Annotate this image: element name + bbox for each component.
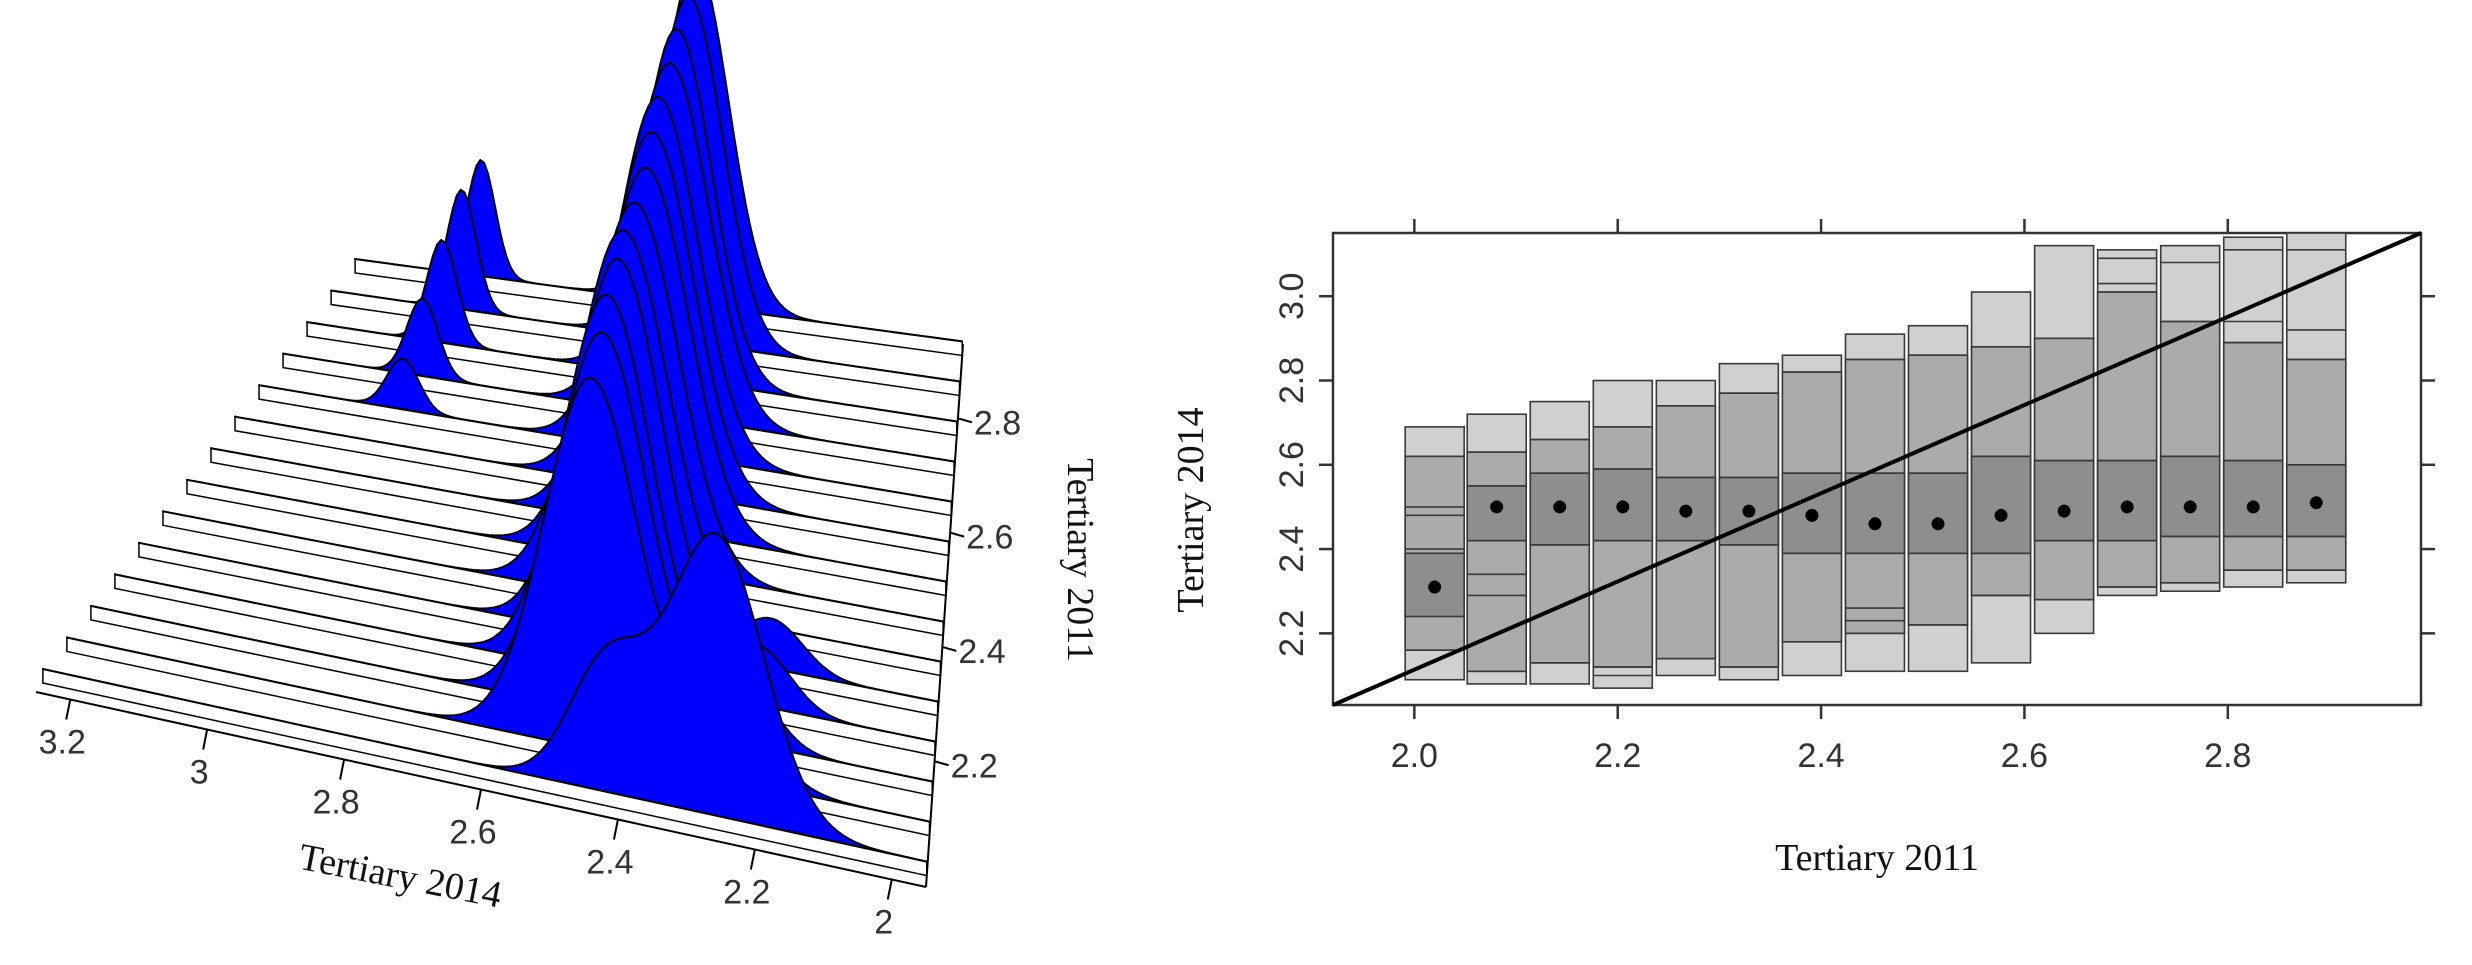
ridge-x-tick-mark	[65, 699, 72, 720]
hdr-mode-point	[1679, 504, 1693, 518]
ridge-y-tick-mark	[957, 417, 973, 424]
ridge-density-area	[41, 532, 928, 863]
hdr-box-group	[1970, 291, 2032, 664]
hdr-box-group	[1844, 333, 1906, 673]
hdr-box-group	[2222, 236, 2284, 588]
hdr-x-axis-label: Tertiary 2011	[1775, 837, 1979, 879]
hdr-box-group	[1529, 400, 1591, 685]
hdr-mode-point	[1742, 504, 1756, 518]
hdr-box-series-group	[1332, 231, 2422, 707]
hdr-inner-region	[1970, 455, 2032, 555]
hdr-box-group	[2159, 244, 2221, 593]
ridge-x-tick-mark	[749, 849, 756, 870]
hdr-y-tick-label: 2.8	[1273, 357, 1311, 404]
ridge-x-tick-label: 3	[190, 754, 209, 792]
ridge-x-tick-mark	[202, 729, 209, 750]
hdr-box-group	[2096, 249, 2158, 597]
hdr-mode-point	[1994, 508, 2008, 522]
hdr-middle-region	[2159, 320, 2221, 584]
hdr-diagonal-line	[1332, 231, 2422, 707]
ridge-x-tick-label: 2.8	[312, 784, 359, 822]
hdr-mode-point	[2309, 496, 2323, 510]
hdr-mode-point	[2057, 504, 2071, 518]
hdr-x-tick-label: 2.4	[1797, 737, 1844, 775]
hdr-box-group	[2285, 232, 2347, 584]
ridge-x-tick-mark	[339, 759, 346, 780]
ridgeline-chart-3d: 3.2 3 2.8 2.6 2.4 2.2 2 2.2 2.4 2.6 2.8 Tertiary …	[35, 0, 1101, 942]
ridge-x-tick-mark	[476, 789, 482, 810]
ridge-y-axis-label: Tertiary 2011	[1059, 458, 1101, 662]
ridge-y-tick-label: 2.8	[974, 404, 1021, 442]
ridge-x-tick-mark	[612, 819, 619, 840]
hdr-box-group	[1718, 362, 1780, 681]
ridge-y-tick-label: 2.6	[966, 519, 1013, 557]
ridge-y-tick-label: 2.2	[951, 747, 998, 785]
hdr-y-tick-label: 3.0	[1273, 273, 1311, 320]
ridge-x-tick-label: 3.2	[39, 724, 86, 762]
hdr-mode-point	[1805, 508, 1819, 522]
hdr-mode-point	[2183, 500, 2197, 514]
hdr-box-group	[2033, 244, 2095, 635]
hdr-x-tick-label: 2.6	[2001, 737, 2048, 775]
hdr-inner-region	[1907, 472, 1969, 555]
hdr-mode-point	[1490, 500, 1504, 514]
hdr-x-tick-label: 2.2	[1594, 737, 1641, 775]
hdr-y-tick-label: 2.4	[1273, 525, 1311, 572]
hdr-x-tick-label: 2.0	[1391, 737, 1438, 775]
hdr-middle-region	[1466, 451, 1527, 673]
hdr-inner-region	[2033, 459, 2095, 542]
hdr-mode-point	[1428, 580, 1442, 594]
hdr-y-axis-label: Tertiary 2014	[1170, 407, 1212, 612]
hdr-mode-point	[1553, 500, 1567, 514]
ridge-y-tick-mark	[934, 760, 949, 767]
hdr-box-group	[1907, 324, 1969, 673]
hdr-mode-point	[2120, 500, 2134, 514]
hdr-y-tick-label: 2.2	[1273, 610, 1311, 657]
hdr-mode-point	[1931, 517, 1945, 531]
hdr-inner-region	[2159, 455, 2221, 538]
hdr-axes-group: 2.0 2.2 2.4 2.6 2.8 2.2 2.4 2.6 2.8 3.0	[1273, 219, 2435, 775]
ridge-y-tick-mark	[942, 645, 957, 652]
ridge-series-group	[41, 0, 964, 877]
hdr-y-tick-label: 2.6	[1273, 441, 1311, 488]
ridge-x-tick-label: 2.2	[723, 874, 770, 912]
hdr-inner-region	[2222, 459, 2284, 538]
ridge-x-tick-label: 2	[874, 904, 893, 942]
ridge-x-tick-label: 2.6	[449, 814, 496, 852]
hdr-middle-region	[2096, 291, 2158, 588]
ridge-x-tick-label: 2.4	[586, 844, 633, 882]
ridge-y-tick-label: 2.4	[958, 633, 1005, 671]
hdr-plot-panel	[1331, 231, 2423, 707]
ridge-side-axis-line	[925, 343, 964, 888]
hdr-box-group	[1404, 426, 1465, 681]
ridge-y-tick-mark	[949, 531, 965, 538]
hdr-box-group	[1781, 354, 1843, 677]
ridge-y-axis-ticks: 2.2 2.4 2.6 2.8	[934, 404, 1021, 785]
hdr-middle-region	[1592, 426, 1654, 668]
hdr-mode-point	[1616, 500, 1630, 514]
hdr-box-group	[1592, 379, 1654, 689]
hdr-x-tick-label: 2.8	[2204, 737, 2251, 775]
hdr-boxplot-chart: 2.0 2.2 2.4 2.6 2.8 2.2 2.4 2.6 2.8 3.0 Tertiary …	[1170, 219, 2435, 879]
hdr-inner-region	[1844, 472, 1906, 555]
ridge-x-axis-ticks: 3.2 3 2.8 2.6 2.4 2.2 2	[39, 699, 893, 942]
hdr-mode-point	[1868, 517, 1882, 531]
hdr-mode-point	[2246, 500, 2260, 514]
hdr-box-group	[1655, 379, 1717, 677]
ridge-x-tick-mark	[886, 879, 893, 900]
